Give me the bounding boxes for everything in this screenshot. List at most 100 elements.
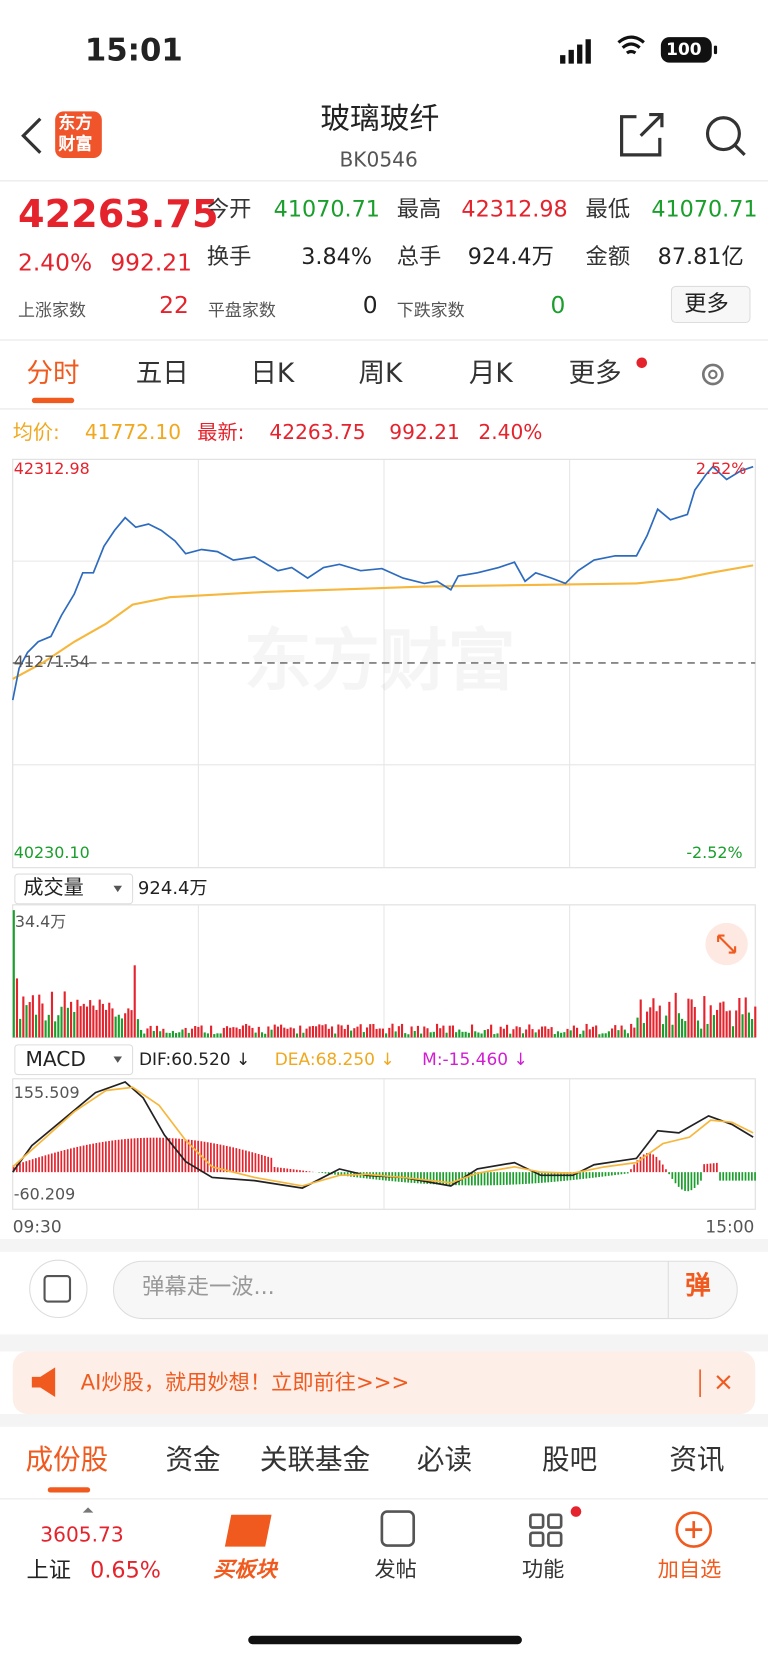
change-pct: 2.40% bbox=[18, 250, 93, 277]
function-icon[interactable] bbox=[529, 1513, 563, 1547]
danmu-settings[interactable] bbox=[29, 1259, 88, 1319]
volume-bar bbox=[617, 1030, 620, 1038]
macd-selector-label[interactable]: MACD bbox=[25, 1048, 86, 1072]
volume-bar bbox=[467, 1032, 470, 1038]
macd-bar bbox=[60, 1150, 63, 1173]
volume-bar bbox=[518, 1027, 521, 1038]
bottom-tab[interactable]: 成份股 bbox=[25, 1444, 109, 1477]
back-button[interactable] bbox=[21, 117, 42, 154]
volume-bar bbox=[496, 1033, 499, 1038]
macd-bar bbox=[614, 1172, 616, 1176]
volume-grid bbox=[197, 904, 571, 1038]
macd-bar bbox=[187, 1139, 190, 1173]
macd-bar bbox=[703, 1164, 705, 1173]
volume-bar bbox=[712, 1015, 715, 1038]
volume-bar bbox=[636, 1017, 639, 1038]
macd-bar bbox=[98, 1142, 101, 1173]
macd-bar bbox=[509, 1172, 511, 1185]
macd-bar bbox=[101, 1141, 104, 1173]
settings-button[interactable] bbox=[701, 363, 724, 386]
expand-icon bbox=[717, 934, 737, 954]
macd-bar bbox=[254, 1153, 257, 1173]
volume-bar bbox=[607, 1031, 610, 1038]
time-start: 09:30 bbox=[12, 1216, 62, 1237]
chart-tab[interactable]: 日K bbox=[250, 357, 295, 389]
add-watch-icon[interactable] bbox=[675, 1511, 713, 1548]
banner-text[interactable]: AI炒股，就用妙想！立即前往>>> bbox=[80, 1369, 410, 1395]
chart-tab[interactable]: 周K bbox=[358, 357, 403, 389]
ai-banner[interactable] bbox=[12, 1351, 756, 1415]
post-icon[interactable] bbox=[380, 1510, 416, 1547]
nav-item[interactable]: 发帖 bbox=[374, 1556, 417, 1582]
chart-tab[interactable]: 更多 bbox=[568, 357, 622, 389]
search-handle bbox=[733, 144, 746, 156]
macd-bar bbox=[260, 1154, 263, 1173]
buy-sector-icon[interactable] bbox=[224, 1514, 272, 1547]
macd-bar bbox=[458, 1172, 460, 1186]
volume-selector-label[interactable]: 成交量 bbox=[23, 876, 84, 900]
volume-bar bbox=[321, 1025, 324, 1038]
chart-tab[interactable]: 五日 bbox=[135, 357, 189, 389]
volume-selector[interactable] bbox=[14, 873, 134, 905]
volume-bar bbox=[283, 1027, 286, 1038]
time-end: 15:00 bbox=[705, 1216, 755, 1237]
banner-close[interactable] bbox=[716, 1375, 731, 1390]
volume-bar bbox=[614, 1025, 617, 1038]
macd-bar bbox=[607, 1172, 610, 1176]
macd-bar bbox=[451, 1172, 454, 1186]
volume-bar bbox=[521, 1033, 525, 1038]
macd-bar bbox=[665, 1169, 667, 1173]
macd-bar bbox=[213, 1143, 215, 1173]
volume-bar bbox=[286, 1028, 289, 1038]
volume-bar bbox=[388, 1027, 391, 1038]
macd-bar bbox=[264, 1155, 266, 1173]
volume-bar bbox=[343, 1028, 346, 1038]
volume-bar bbox=[728, 1010, 731, 1038]
volume-bar bbox=[248, 1025, 251, 1038]
volume-bar bbox=[89, 1000, 92, 1038]
macd-bar bbox=[89, 1144, 91, 1173]
danmu-button[interactable]: 弹 bbox=[685, 1270, 711, 1301]
volume-bar bbox=[210, 1025, 213, 1038]
nav-item[interactable]: 功能 bbox=[521, 1556, 565, 1582]
macd-bar bbox=[273, 1167, 276, 1173]
volume-bar bbox=[66, 1007, 69, 1038]
macd-bar bbox=[47, 1154, 50, 1173]
volume-bar bbox=[575, 1027, 579, 1038]
volume-bar bbox=[591, 1026, 595, 1038]
volume-bar bbox=[162, 1028, 165, 1038]
high-label: 42312.98 bbox=[13, 459, 90, 479]
macd-bar bbox=[716, 1162, 718, 1173]
nav-item[interactable]: 买板块 bbox=[213, 1556, 277, 1582]
volume-bar bbox=[197, 1026, 200, 1038]
macd-bar bbox=[693, 1172, 696, 1188]
chart-tab[interactable]: 分时 bbox=[26, 357, 80, 389]
more-label[interactable]: 更多 bbox=[684, 290, 729, 317]
more-button[interactable] bbox=[670, 285, 751, 324]
volume-bar bbox=[540, 1026, 544, 1038]
volume-bar bbox=[754, 1006, 757, 1038]
search-button[interactable] bbox=[705, 116, 741, 152]
macd-selector[interactable] bbox=[14, 1044, 134, 1076]
volume-bar bbox=[681, 1018, 684, 1038]
danmu-input[interactable] bbox=[112, 1260, 738, 1320]
settings-core bbox=[708, 369, 718, 380]
volume-bar bbox=[222, 1027, 225, 1038]
volume-bar bbox=[391, 1023, 394, 1038]
danmu-placeholder[interactable]: 弹幕走一波... bbox=[142, 1273, 275, 1300]
macd-grid bbox=[197, 1078, 571, 1210]
bottom-tab[interactable]: 必读 bbox=[416, 1444, 473, 1477]
share-button[interactable] bbox=[620, 112, 664, 157]
bottom-tab[interactable]: 股吧 bbox=[542, 1444, 598, 1477]
bottom-tab[interactable]: 资金 bbox=[165, 1444, 221, 1477]
volume-bar bbox=[649, 1007, 652, 1038]
macd-bar bbox=[28, 1160, 31, 1173]
bottom-tab[interactable]: 资讯 bbox=[669, 1444, 725, 1477]
macd-bar bbox=[655, 1156, 658, 1173]
volume-bar bbox=[397, 1026, 400, 1038]
volume-bar bbox=[480, 1033, 483, 1038]
macd-bar bbox=[38, 1157, 40, 1173]
chart-tab[interactable]: 月K bbox=[468, 357, 513, 389]
bottom-tab[interactable]: 关联基金 bbox=[259, 1444, 371, 1477]
nav-item[interactable]: 加自选 bbox=[657, 1556, 722, 1582]
